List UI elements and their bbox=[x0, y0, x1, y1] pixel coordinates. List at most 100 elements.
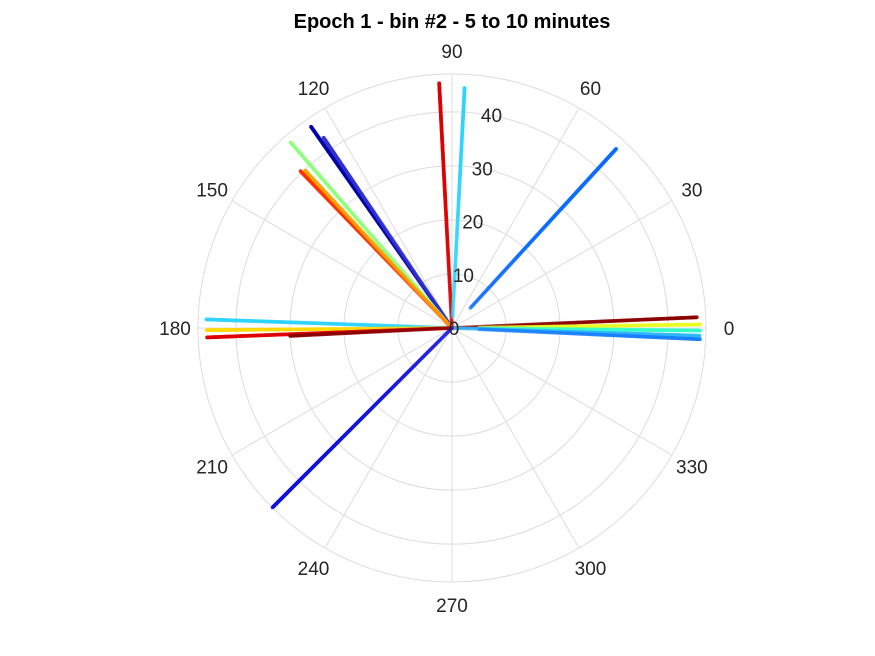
data-point bbox=[487, 327, 492, 332]
data-point bbox=[446, 321, 451, 326]
data-point bbox=[444, 326, 449, 330]
data-point bbox=[493, 328, 498, 332]
data-point bbox=[438, 313, 443, 318]
data-point bbox=[303, 168, 308, 173]
data-point bbox=[459, 325, 464, 330]
data-point bbox=[451, 303, 456, 308]
data-point bbox=[439, 326, 443, 331]
data-point bbox=[204, 328, 209, 333]
data-point bbox=[472, 301, 477, 306]
data-point bbox=[450, 326, 454, 330]
data-point bbox=[449, 326, 454, 331]
data-point bbox=[441, 317, 446, 322]
data-point bbox=[440, 314, 445, 319]
r-tick-label: 40 bbox=[481, 106, 502, 127]
data-point bbox=[469, 304, 474, 309]
data-point bbox=[449, 309, 454, 314]
data-point bbox=[443, 319, 448, 324]
data-point bbox=[449, 308, 453, 313]
theta-tick-label: 60 bbox=[580, 79, 601, 100]
data-point bbox=[449, 326, 453, 330]
data-point bbox=[446, 322, 451, 327]
data-point bbox=[454, 325, 459, 330]
data-point bbox=[458, 325, 463, 330]
data-point bbox=[450, 326, 454, 330]
data-point bbox=[447, 323, 452, 328]
data-point bbox=[466, 326, 471, 331]
data-point bbox=[451, 305, 455, 310]
grid-outer-ring bbox=[197, 73, 707, 583]
data-point bbox=[445, 319, 450, 323]
data-point bbox=[449, 325, 454, 330]
data-point bbox=[454, 326, 458, 331]
data-point bbox=[440, 315, 445, 320]
data-point bbox=[439, 315, 444, 320]
data-point bbox=[449, 326, 453, 330]
data-point bbox=[477, 296, 482, 300]
data-point bbox=[449, 317, 454, 322]
data-point bbox=[446, 322, 451, 327]
data-point bbox=[485, 327, 490, 332]
data-point bbox=[443, 317, 448, 321]
data-point bbox=[440, 326, 445, 330]
data-point bbox=[450, 309, 455, 314]
data-point bbox=[442, 318, 447, 323]
data-point bbox=[444, 317, 448, 322]
data-point bbox=[478, 294, 483, 299]
data-point bbox=[450, 326, 454, 330]
data-point bbox=[447, 322, 452, 327]
data-point bbox=[453, 326, 457, 330]
data-point bbox=[441, 325, 445, 330]
data-point bbox=[447, 323, 452, 328]
data-point bbox=[444, 331, 449, 336]
data-point bbox=[440, 325, 444, 330]
data-point bbox=[698, 322, 703, 327]
data-point bbox=[440, 313, 445, 317]
data-point bbox=[448, 323, 452, 328]
data-point bbox=[450, 326, 454, 330]
data-point bbox=[451, 306, 455, 311]
data-point bbox=[450, 326, 454, 330]
data-point bbox=[309, 124, 313, 129]
data-point bbox=[441, 316, 445, 321]
data-point bbox=[441, 326, 446, 331]
data-point bbox=[447, 322, 452, 326]
data-point bbox=[439, 326, 444, 331]
data-point bbox=[439, 314, 444, 319]
data-point bbox=[445, 320, 450, 325]
data-point bbox=[441, 315, 445, 320]
data-point bbox=[443, 316, 448, 321]
data-point bbox=[436, 340, 440, 344]
data-point bbox=[480, 327, 485, 332]
data-point bbox=[450, 314, 455, 318]
data-point bbox=[451, 304, 456, 309]
data-point bbox=[446, 329, 451, 334]
data-point bbox=[444, 317, 449, 322]
data-point bbox=[443, 326, 448, 331]
data-point bbox=[492, 328, 497, 332]
data-point bbox=[448, 326, 452, 330]
r-tick-label: 0 bbox=[449, 319, 460, 340]
data-point bbox=[444, 326, 449, 331]
series bbox=[303, 168, 454, 330]
data-point bbox=[443, 333, 447, 337]
data-point bbox=[445, 331, 449, 335]
data-point bbox=[463, 326, 468, 331]
axis-labels: 0 30 60 90 120 150 180 210 240 270 300 330 0 10 20 30 40 bbox=[159, 42, 734, 617]
data-point bbox=[444, 319, 449, 324]
data-point bbox=[451, 297, 456, 302]
data-point bbox=[443, 325, 447, 330]
data-point bbox=[440, 326, 445, 331]
data-point bbox=[445, 326, 450, 331]
r-tick-label: 10 bbox=[453, 266, 474, 287]
data-point bbox=[442, 314, 446, 319]
data-point bbox=[451, 326, 456, 330]
data-point bbox=[446, 325, 450, 330]
data-point bbox=[476, 297, 481, 302]
theta-tick-label: 270 bbox=[436, 596, 468, 617]
grid-spoke bbox=[324, 327, 453, 549]
data-point bbox=[441, 326, 446, 330]
data-point bbox=[449, 316, 454, 320]
data-point bbox=[288, 334, 293, 338]
theta-tick-label: 210 bbox=[196, 458, 228, 479]
